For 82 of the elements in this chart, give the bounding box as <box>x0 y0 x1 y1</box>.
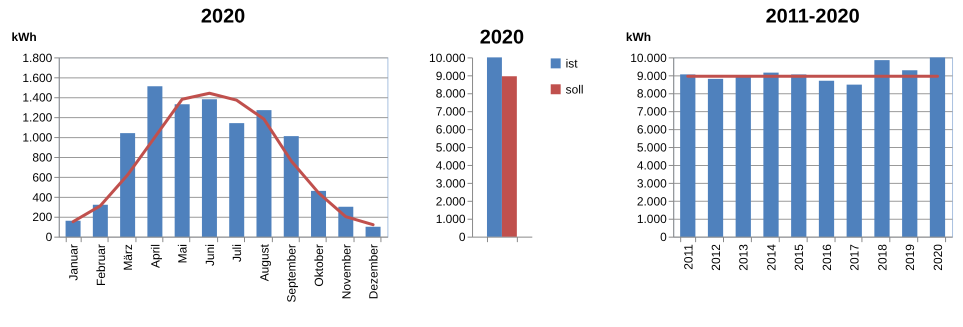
y-tick-label: 2.000 <box>436 194 466 208</box>
bar <box>708 78 724 237</box>
bar <box>874 60 890 237</box>
line-series <box>72 92 375 226</box>
y-tick-label: 1.000 <box>636 212 668 226</box>
y-tick-label: 1.600 <box>22 70 53 85</box>
x-tick-label: 2011 <box>681 244 696 270</box>
x-tick-label: 2020 <box>930 244 945 271</box>
bar <box>763 72 779 237</box>
y-tick-label: 2.000 <box>636 194 668 208</box>
y-tick-label: 10.000 <box>429 50 466 65</box>
x-tick-label: 2016 <box>820 244 834 271</box>
y-axis-title: kWh <box>626 30 652 44</box>
x-tick-label: Juni <box>202 244 217 266</box>
legend-label: soll <box>566 82 584 96</box>
y-tick-label: 4.000 <box>436 158 466 172</box>
x-tick-label: Dezember <box>366 244 381 300</box>
x-tick-label: Mai <box>176 244 190 264</box>
x-tick-label: Juli <box>230 244 244 262</box>
y-tick-label: 1.000 <box>22 130 53 145</box>
legend-label: ist <box>566 56 578 70</box>
x-tick-label: Januar <box>66 244 81 281</box>
bar <box>92 204 108 237</box>
x-tick-label: 2017 <box>848 244 862 271</box>
bar <box>311 190 326 237</box>
y-tick-label: 6.000 <box>436 122 466 137</box>
bar <box>256 110 272 237</box>
bar <box>680 74 696 237</box>
bar <box>818 80 834 237</box>
bar <box>66 220 81 237</box>
bar <box>366 226 381 237</box>
y-tick-label: 400 <box>32 190 53 204</box>
y-tick-label: 1.000 <box>436 212 466 226</box>
y-tick-label: 9.000 <box>436 68 466 83</box>
x-tick-label: Oktober <box>312 244 326 287</box>
y-tick-label: 6.000 <box>636 122 668 137</box>
y-tick-label: 1.400 <box>22 90 53 105</box>
bar <box>174 104 190 237</box>
y-tick-label: 7.000 <box>636 104 668 119</box>
x-tick-label: August <box>257 243 272 282</box>
bar <box>120 133 136 237</box>
x-tick-label: 2013 <box>736 244 751 271</box>
bar <box>846 84 862 237</box>
x-tick-label: November <box>339 244 354 300</box>
y-tick-label: 8.000 <box>436 86 466 101</box>
bar <box>284 136 299 237</box>
y-tick-label: 5.000 <box>636 140 668 155</box>
y-tick-label: 0 <box>458 230 466 244</box>
y-tick-label: 10.000 <box>630 50 668 65</box>
x-tick-label: Februar <box>94 244 108 286</box>
bar <box>930 57 946 237</box>
y-tick-label: 3.000 <box>436 176 466 190</box>
y-tick-label: 1.200 <box>22 110 53 125</box>
y-tick-label: 5.000 <box>436 140 466 155</box>
bar <box>229 123 244 237</box>
x-tick-label: 2012 <box>708 244 723 271</box>
chart-title: 2020 <box>480 26 524 48</box>
y-tick-label: 600 <box>32 170 53 184</box>
y-axis-title: kWh <box>11 30 37 44</box>
y-tick-label: 800 <box>32 150 53 164</box>
chart-title: 2020 <box>200 6 246 28</box>
y-tick-label: 3.000 <box>636 176 668 190</box>
y-tick-label: 1.800 <box>22 50 53 65</box>
x-tick-label: September <box>284 244 299 303</box>
x-tick-label: März <box>121 244 136 271</box>
x-tick-label: 2018 <box>875 244 890 271</box>
x-tick-label: 2019 <box>903 244 918 271</box>
x-tick-label: 2015 <box>792 244 806 271</box>
y-tick-label: 4.000 <box>636 158 668 172</box>
x-tick-label: 2014 <box>764 244 778 271</box>
bar <box>736 76 751 237</box>
bar <box>202 99 217 237</box>
x-tick-label: April <box>148 244 162 268</box>
chart-title: 2011-2020 <box>766 6 860 28</box>
y-tick-label: 7.000 <box>436 104 466 119</box>
bar <box>902 70 918 237</box>
y-tick-label: 8.000 <box>636 86 668 101</box>
y-tick-label: 0 <box>660 230 668 244</box>
y-tick-label: 200 <box>32 210 53 224</box>
y-tick-label: 9.000 <box>636 68 668 83</box>
y-tick-label: 0 <box>46 230 53 244</box>
bar <box>147 86 162 237</box>
